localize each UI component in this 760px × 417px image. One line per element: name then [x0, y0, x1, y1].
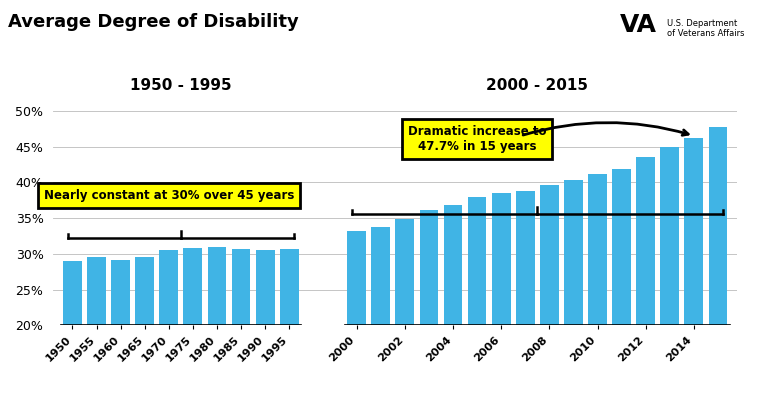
Bar	[63, 261, 82, 417]
Bar	[588, 174, 607, 417]
Text: VA: VA	[619, 13, 657, 37]
Bar	[232, 249, 251, 417]
Bar	[564, 180, 583, 417]
Bar	[111, 260, 130, 417]
Bar	[183, 248, 202, 417]
Text: 1950 - 1995: 1950 - 1995	[130, 78, 232, 93]
Bar	[87, 257, 106, 417]
Bar	[636, 157, 655, 417]
Bar	[467, 197, 486, 417]
Text: Average Degree of Disability: Average Degree of Disability	[8, 13, 299, 30]
Bar	[540, 185, 559, 417]
Bar	[256, 250, 274, 417]
Text: 2000 - 2015: 2000 - 2015	[486, 78, 588, 93]
Bar	[420, 210, 439, 417]
Bar	[395, 219, 414, 417]
Bar	[135, 256, 154, 417]
Bar	[444, 205, 462, 417]
Bar	[685, 138, 703, 417]
Bar	[160, 250, 178, 417]
Bar	[516, 191, 534, 417]
Bar	[207, 247, 226, 417]
Text: Nearly constant at 30% over 45 years: Nearly constant at 30% over 45 years	[43, 188, 294, 202]
Text: Dramatic increase to
47.7% in 15 years: Dramatic increase to 47.7% in 15 years	[408, 126, 546, 153]
Bar	[492, 193, 511, 417]
Bar	[708, 127, 727, 417]
Bar	[613, 169, 631, 417]
Bar	[347, 231, 366, 417]
Text: U.S. Department
of Veterans Affairs: U.S. Department of Veterans Affairs	[667, 19, 745, 38]
Bar	[372, 227, 390, 417]
Bar	[280, 249, 299, 417]
Bar	[660, 146, 679, 417]
